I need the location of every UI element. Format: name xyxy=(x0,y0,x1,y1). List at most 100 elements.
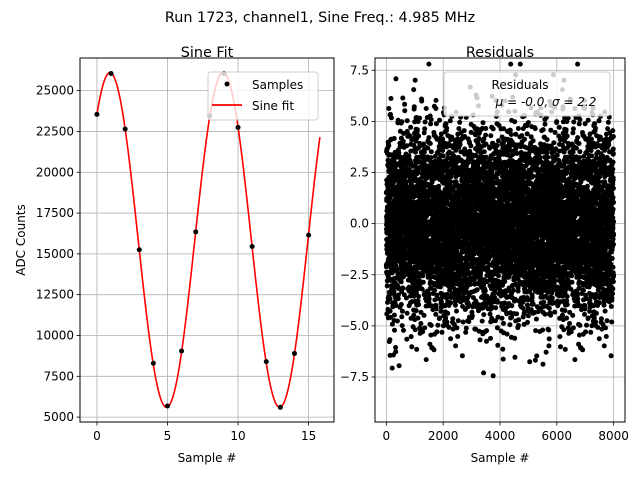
residual-point xyxy=(395,266,401,272)
x-tick-label: 10 xyxy=(230,429,245,443)
residual-point xyxy=(483,126,489,131)
residual-point xyxy=(395,286,401,291)
residual-point xyxy=(395,292,401,298)
residual-point xyxy=(481,149,487,155)
residual-point xyxy=(394,318,400,324)
residual-point xyxy=(402,101,408,107)
residual-point xyxy=(435,322,441,328)
residual-point xyxy=(388,115,394,121)
residual-point xyxy=(422,119,428,125)
residual-point xyxy=(510,152,516,158)
sample-point xyxy=(150,360,156,366)
residual-point xyxy=(488,335,493,341)
residual-point xyxy=(411,87,417,93)
residuals-panel: Residuals 0 2000 4000 6000 8000−7.5−5.0−2.50… xyxy=(340,45,629,465)
y-tick-label: 10000 xyxy=(36,328,74,342)
residual-point xyxy=(422,126,428,132)
residual-point xyxy=(509,303,515,309)
residual-point xyxy=(408,124,414,130)
residual-point xyxy=(459,353,465,359)
y-tick-label: 25000 xyxy=(36,84,74,98)
residual-point xyxy=(481,312,487,318)
residual-point xyxy=(469,313,475,319)
residual-point xyxy=(403,295,409,301)
residual-point xyxy=(444,125,450,131)
residual-point xyxy=(522,136,527,142)
residual-point xyxy=(439,329,445,335)
residual-point xyxy=(433,311,439,317)
residual-point xyxy=(508,61,514,67)
residual-point xyxy=(393,303,399,308)
residuals-points xyxy=(383,61,617,379)
residual-point xyxy=(408,334,414,340)
residual-point xyxy=(514,311,520,317)
residual-point xyxy=(414,346,420,352)
y-tick-label: 5000 xyxy=(43,410,74,424)
residual-point xyxy=(490,373,496,379)
sine-fit-curve xyxy=(96,71,321,409)
residual-point xyxy=(426,61,432,67)
residual-point xyxy=(398,279,404,285)
residual-point xyxy=(512,335,518,341)
residual-point xyxy=(433,106,439,111)
sine-fit-legend-box xyxy=(207,71,319,121)
residual-point xyxy=(480,120,486,126)
residual-point xyxy=(423,357,429,363)
residual-point xyxy=(428,155,434,161)
residual-point xyxy=(515,285,521,291)
residual-point xyxy=(510,287,516,293)
y-tick-label: 20000 xyxy=(36,165,74,179)
residual-point xyxy=(428,117,434,122)
residual-point xyxy=(443,121,449,127)
residual-point xyxy=(447,179,453,185)
residual-point xyxy=(411,104,417,110)
residual-point xyxy=(391,312,397,318)
residual-point xyxy=(399,314,405,320)
residual-point xyxy=(447,118,453,124)
residuals-title: Residuals xyxy=(466,45,534,61)
residual-point xyxy=(411,312,417,318)
residual-point xyxy=(415,315,421,321)
residual-point xyxy=(384,283,390,289)
residual-point xyxy=(416,294,422,299)
sine-fit-legend: Samples Sine fit xyxy=(207,71,319,121)
sample-point xyxy=(277,404,283,410)
legend-samples-label: Samples xyxy=(252,78,303,92)
residual-point xyxy=(445,310,451,316)
sample-point xyxy=(193,229,199,235)
sine-fit-line xyxy=(96,71,321,409)
sine-fit-axes-frame xyxy=(79,57,335,423)
residual-point xyxy=(428,149,434,155)
x-tick-label: 15 xyxy=(301,429,316,443)
residual-point xyxy=(479,318,485,324)
residual-point xyxy=(387,296,393,302)
residual-point xyxy=(413,308,419,314)
residual-point xyxy=(433,97,439,103)
residual-point xyxy=(482,288,488,294)
residual-point xyxy=(420,279,426,285)
residual-point xyxy=(421,312,427,318)
residual-point xyxy=(417,115,423,121)
sample-point xyxy=(249,244,255,250)
residual-point xyxy=(399,308,405,314)
residual-point xyxy=(388,314,393,320)
residual-point xyxy=(516,317,522,323)
residual-point xyxy=(487,145,493,151)
residual-point xyxy=(404,143,410,149)
residual-point xyxy=(500,346,506,352)
sample-point xyxy=(108,71,114,77)
sine-fit-ylabel: ADC Counts xyxy=(14,204,28,276)
residual-point xyxy=(412,281,418,286)
residual-point xyxy=(389,365,395,371)
residual-point xyxy=(409,344,415,350)
residual-point xyxy=(448,300,454,306)
sample-point xyxy=(164,403,170,409)
residual-point xyxy=(404,336,410,342)
residual-point xyxy=(477,337,483,343)
residual-point xyxy=(507,322,513,328)
sample-point xyxy=(306,232,312,238)
residual-point xyxy=(391,289,397,295)
residual-point xyxy=(432,287,438,293)
legend-samples-marker xyxy=(224,81,230,87)
